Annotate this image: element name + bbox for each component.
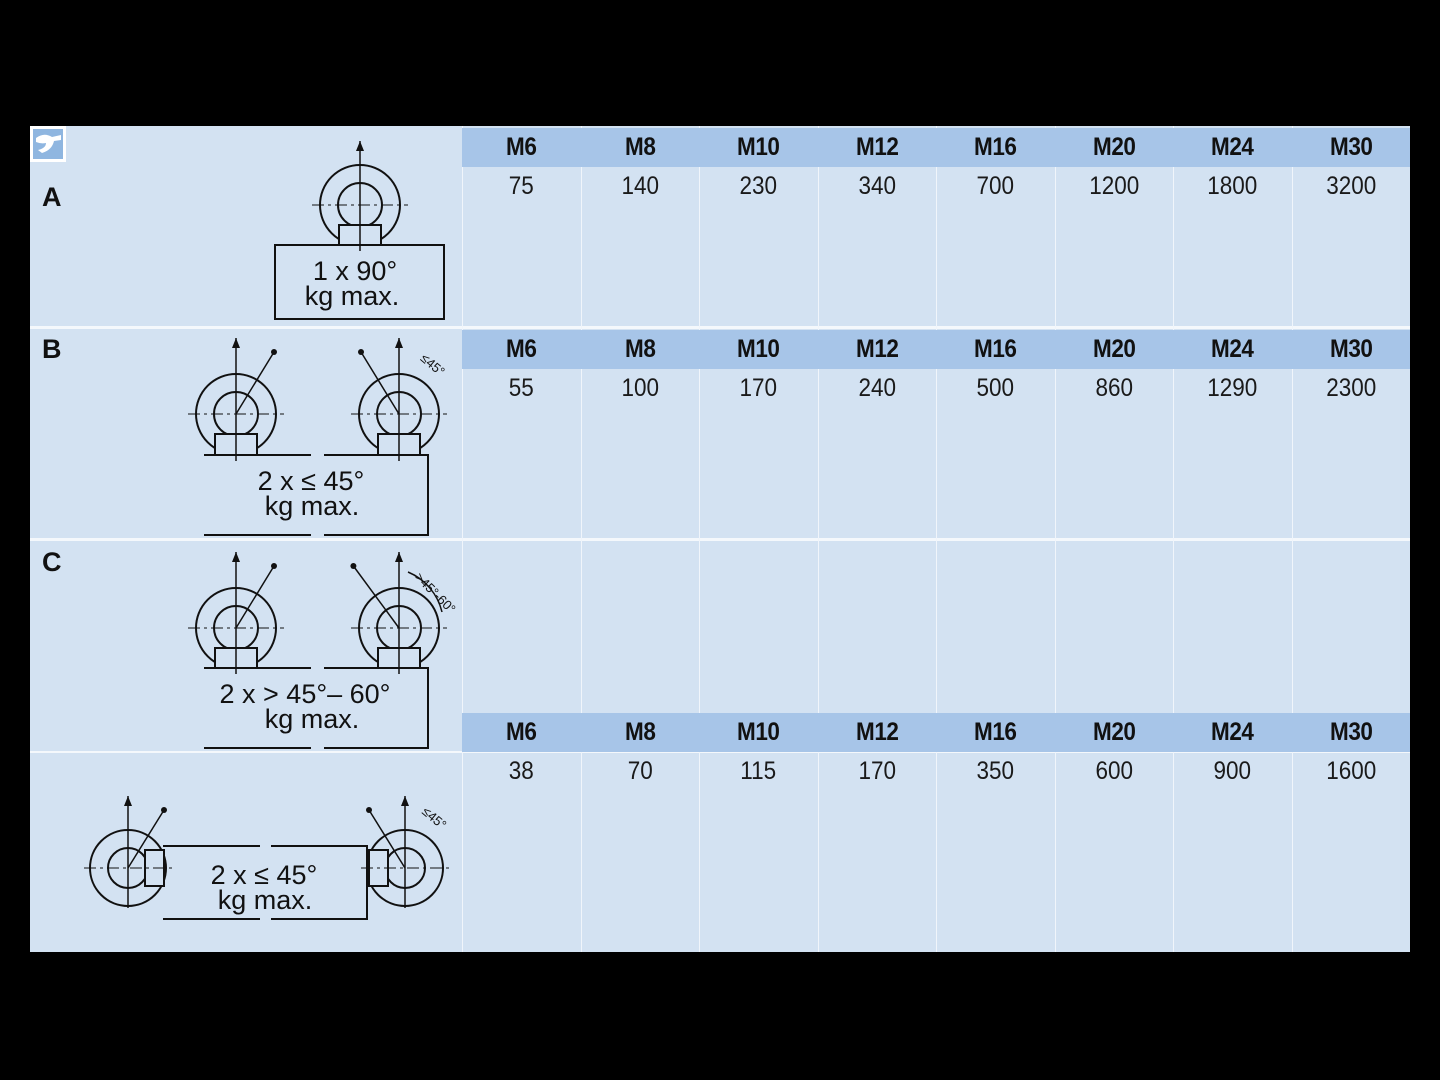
load-value: 230 bbox=[739, 172, 778, 200]
load-value: 1800 bbox=[1207, 172, 1258, 200]
column-divider bbox=[1173, 126, 1174, 952]
column-divider bbox=[936, 126, 937, 952]
thread-size-header: M8 bbox=[624, 718, 656, 746]
diagram-a: 1 x 90° kg max. bbox=[274, 244, 445, 320]
load-value: 115 bbox=[740, 757, 777, 785]
thread-size-header: M24 bbox=[1211, 335, 1254, 363]
thread-size-header: M30 bbox=[1329, 335, 1373, 363]
thread-size-header: M12 bbox=[855, 133, 899, 161]
thread-size-header: M16 bbox=[974, 133, 1017, 161]
diagram-a-line1: 1 x 90° bbox=[313, 256, 397, 286]
thread-size-header: M6 bbox=[506, 335, 537, 363]
size-header-band bbox=[462, 128, 1410, 167]
diagram-d: 2 x ≤ 45° kg max. ≤45° bbox=[163, 804, 449, 920]
load-value: 340 bbox=[857, 172, 896, 200]
load-value: 350 bbox=[976, 757, 1015, 785]
load-capacity-table: M6 75 M8 140 M10 230 M12 340 M16 700 M20 1200 M24 180… bbox=[30, 126, 1410, 952]
load-value: 1290 bbox=[1207, 374, 1258, 402]
load-value: 70 bbox=[627, 757, 653, 785]
column-divider bbox=[1291, 126, 1293, 952]
load-value: 38 bbox=[508, 757, 534, 785]
column-divider bbox=[817, 126, 819, 952]
angle-label: ≤45° bbox=[418, 350, 448, 379]
load-value: 600 bbox=[1094, 757, 1133, 785]
thread-size-header: M12 bbox=[855, 718, 899, 746]
diagram-c-line2: kg max. bbox=[265, 704, 360, 734]
diagram-c-line1: 2 x > 45°– 60° bbox=[220, 679, 391, 709]
load-value: 100 bbox=[620, 374, 659, 402]
load-value: 55 bbox=[508, 374, 534, 402]
diagram-d-line1: 2 x ≤ 45° bbox=[211, 860, 318, 890]
thread-size-header: M6 bbox=[506, 133, 537, 161]
load-value: 140 bbox=[620, 172, 659, 200]
thread-size-header: M8 bbox=[624, 133, 656, 161]
column-divider bbox=[580, 126, 582, 952]
thread-size-header: M16 bbox=[974, 718, 1017, 746]
load-value: 170 bbox=[739, 374, 778, 402]
thread-size-header: M16 bbox=[974, 335, 1017, 363]
load-value: 900 bbox=[1213, 757, 1252, 785]
diagram-b-line1: 2 x ≤ 45° bbox=[258, 466, 365, 496]
load-value: 860 bbox=[1094, 374, 1133, 402]
load-value: 700 bbox=[976, 172, 1015, 200]
thread-size-header: M6 bbox=[506, 718, 537, 746]
wrench-icon bbox=[30, 126, 66, 162]
row-label-b: B bbox=[42, 334, 62, 364]
diagram-d-line2: kg max. bbox=[218, 885, 313, 915]
thread-size-header: M20 bbox=[1092, 335, 1136, 363]
diagram-a-line2: kg max. bbox=[305, 281, 400, 311]
column-divider bbox=[462, 126, 463, 952]
thread-size-header: M10 bbox=[737, 335, 780, 363]
thread-size-header: M30 bbox=[1329, 718, 1373, 746]
size-header-band bbox=[462, 330, 1410, 369]
load-value: 1600 bbox=[1325, 757, 1376, 785]
column-divider bbox=[699, 126, 700, 952]
thread-size-header: M24 bbox=[1211, 133, 1254, 161]
load-value: 170 bbox=[857, 757, 896, 785]
thread-size-header: M12 bbox=[855, 335, 899, 363]
load-value: 2300 bbox=[1325, 374, 1376, 402]
load-value: 75 bbox=[508, 172, 534, 200]
load-value: 240 bbox=[857, 374, 896, 402]
diagram-b: 2 x ≤ 45° kg max. ≤45° bbox=[204, 350, 448, 536]
thread-size-header: M10 bbox=[737, 133, 780, 161]
load-value: 3200 bbox=[1325, 172, 1376, 200]
angle-label: ≤45° bbox=[419, 804, 449, 833]
thread-size-header: M30 bbox=[1329, 133, 1373, 161]
size-header-band bbox=[462, 713, 1410, 752]
load-value: 1200 bbox=[1088, 172, 1139, 200]
load-value: 500 bbox=[976, 374, 1015, 402]
lifting-diagrams: 1 x 90° kg max. 2 x ≤ 45° kg max. ≤45° 2… bbox=[84, 141, 459, 920]
thread-size-header: M8 bbox=[624, 335, 656, 363]
diagram-b-line2: kg max. bbox=[265, 491, 360, 521]
thread-size-header: M20 bbox=[1092, 133, 1136, 161]
thread-size-header: M20 bbox=[1092, 718, 1136, 746]
thread-size-header: M24 bbox=[1211, 718, 1254, 746]
column-divider bbox=[1054, 126, 1056, 952]
row-label-c: C bbox=[42, 547, 62, 577]
row-label-a: A bbox=[42, 182, 62, 212]
thread-size-header: M10 bbox=[737, 718, 780, 746]
